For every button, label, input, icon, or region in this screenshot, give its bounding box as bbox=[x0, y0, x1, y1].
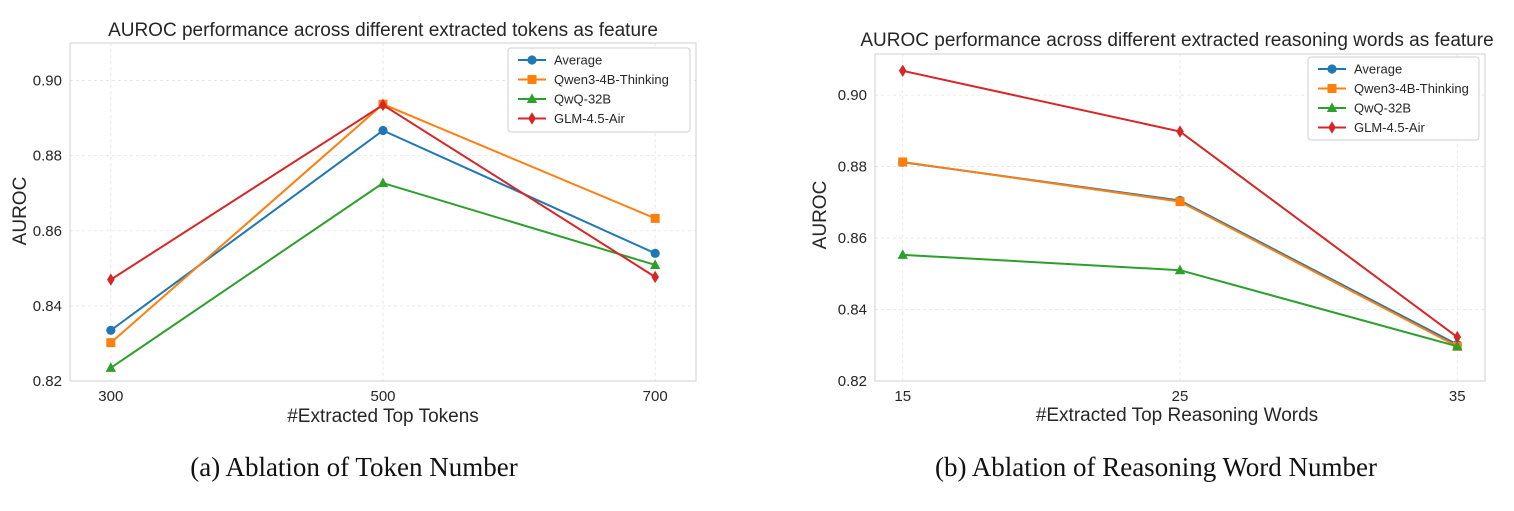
chart-a-x-ticks: 300 500 700 bbox=[98, 388, 667, 405]
chart-a-y-ticks: 0.82 0.84 0.86 0.88 0.90 bbox=[33, 73, 62, 390]
chart-a-point-glm-4-5-air bbox=[107, 273, 115, 286]
chart-a-legend-box bbox=[507, 47, 691, 133]
chart-a-x-axis-label: #Extracted Top Tokens bbox=[287, 406, 479, 427]
chart-a-plot-frame bbox=[69, 42, 697, 382]
chart-b-x-axis-label: #Extracted Top Reasoning Words bbox=[1036, 405, 1318, 426]
chart-b-x-tick-label: 35 bbox=[1449, 388, 1466, 405]
chart-b-point-qwq-32b bbox=[1452, 340, 1463, 351]
chart-b-legend-label: GLM-4.5-Air bbox=[1354, 120, 1425, 135]
chart-a-y-tick-label: 0.82 bbox=[33, 373, 62, 390]
chart-b-legend: Average Qwen3-4B-Thinking QwQ-32B GLM-4.5-A… bbox=[1307, 56, 1480, 141]
chart-a-point-qwq-32b bbox=[105, 362, 117, 372]
chart-b-legend-swatch-marker bbox=[1326, 102, 1338, 112]
chart-a-point-qwq-32b bbox=[377, 177, 389, 188]
chart-panel-a: AUROC performance across different extra… bbox=[10, 20, 697, 482]
chart-a-point-average bbox=[106, 325, 116, 335]
chart-a-legend-swatch-marker bbox=[527, 75, 537, 84]
chart-a-y-tick-label: 0.84 bbox=[33, 298, 62, 315]
chart-b-y-tick-label: 0.82 bbox=[838, 373, 867, 390]
chart-a-point-average bbox=[650, 248, 660, 258]
chart-b-y-ticks: 0.82 0.84 0.86 0.88 0.90 bbox=[838, 87, 867, 390]
chart-b-legend-label: QwQ-32B bbox=[1354, 101, 1411, 116]
chart-b-series-qwq-32b bbox=[897, 249, 1463, 351]
chart-b-legend-swatch-marker bbox=[1327, 64, 1337, 74]
chart-a-legend-swatch-marker bbox=[527, 55, 537, 65]
chart-b-point-qwq-32b bbox=[897, 249, 908, 259]
chart-b-legend-item-qwq-32b: QwQ-32B bbox=[1318, 101, 1411, 116]
chart-a-x-tick-label: 700 bbox=[643, 388, 668, 405]
chart-b-y-axis-label: AUROC bbox=[810, 181, 831, 250]
chart-b-title: AUROC performance across different extra… bbox=[860, 30, 1493, 51]
chart-a-point-qwen3-4b-thinking bbox=[106, 338, 116, 348]
chart-b-series-glm-4-5-air bbox=[898, 64, 1462, 344]
chart-b-y-tick-label: 0.84 bbox=[838, 302, 867, 319]
chart-a-legend-item-qwen3-4b-thinking: Qwen3-4B-Thinking bbox=[518, 72, 669, 87]
chart-a-x-tick-label: 300 bbox=[98, 388, 123, 405]
chart-a-legend-label: GLM-4.5-Air bbox=[554, 111, 625, 126]
chart-b-y-tick-label: 0.86 bbox=[838, 230, 867, 247]
chart-a-y-tick-label: 0.88 bbox=[33, 148, 62, 165]
chart-b-legend-item-glm-4-5-air: GLM-4.5-Air bbox=[1318, 120, 1425, 135]
chart-b-legend-label: Qwen3-4B-Thinking bbox=[1354, 81, 1469, 96]
chart-a-legend: Average Qwen3-4B-Thinking QwQ-32B GLM-4.5-A… bbox=[507, 47, 691, 133]
chart-b-point-glm-4-5-air bbox=[898, 64, 907, 77]
chart-a-y-tick-label: 0.90 bbox=[33, 73, 62, 90]
chart-b-x-ticks: 15 25 35 bbox=[894, 388, 1465, 405]
chart-b-y-tick-label: 0.90 bbox=[838, 87, 867, 104]
chart-a-legend-label: Average bbox=[554, 53, 602, 68]
chart-b-plot-frame bbox=[874, 53, 1486, 382]
chart-a-legend-item-glm-4-5-air: GLM-4.5-Air bbox=[518, 111, 625, 126]
chart-a-series-layer bbox=[105, 98, 661, 372]
chart-panel-b: AUROC performance across different extra… bbox=[810, 30, 1494, 482]
chart-a-legend-swatch-marker bbox=[528, 112, 536, 125]
chart-b-x-tick-label: 15 bbox=[894, 388, 911, 405]
chart-a-legend-item-average: Average bbox=[518, 53, 602, 68]
chart-b-point-qwen3-4b-thinking bbox=[1175, 197, 1185, 207]
chart-b-legend-item-average: Average bbox=[1318, 62, 1402, 77]
chart-a-y-tick-label: 0.86 bbox=[33, 223, 62, 240]
chart-a-series-qwq-32b bbox=[105, 177, 661, 372]
chart-b-point-glm-4-5-air bbox=[1176, 125, 1184, 138]
chart-a-point-glm-4-5-air bbox=[651, 270, 659, 284]
chart-b-legend-label: Average bbox=[1354, 62, 1402, 77]
chart-a-legend-item-qwq-32b: QwQ-32B bbox=[518, 92, 611, 107]
chart-b-point-qwq-32b bbox=[1174, 264, 1186, 275]
chart-a-caption: (a) Ablation of Token Number bbox=[190, 452, 518, 482]
chart-a-point-average bbox=[378, 125, 388, 136]
chart-a-legend-label: QwQ-32B bbox=[554, 92, 611, 107]
chart-b-y-tick-label: 0.88 bbox=[838, 159, 867, 176]
chart-b-legend-swatch-marker bbox=[1328, 121, 1336, 134]
chart-b-x-tick-label: 25 bbox=[1172, 388, 1189, 405]
chart-a-line-qwq-32b bbox=[110, 182, 656, 369]
chart-b-legend-box bbox=[1307, 56, 1480, 141]
chart-b-point-glm-4-5-air bbox=[1453, 330, 1462, 344]
chart-a-title: AUROC performance across different extra… bbox=[108, 20, 658, 41]
chart-a-legend-swatch-marker bbox=[526, 93, 538, 103]
chart-a-legend-label: Qwen3-4B-Thinking bbox=[554, 72, 669, 87]
chart-b-caption: (b) Ablation of Reasoning Word Number bbox=[935, 452, 1377, 482]
chart-b-legend-swatch-marker bbox=[1327, 84, 1337, 93]
chart-a-y-axis-label: AUROC bbox=[10, 177, 31, 246]
chart-a-series-glm-4-5-air bbox=[107, 98, 659, 286]
chart-a-x-tick-label: 500 bbox=[370, 388, 395, 405]
chart-b-series-layer bbox=[897, 64, 1463, 351]
chart-a-point-qwen3-4b-thinking bbox=[650, 213, 660, 223]
chart-a-point-qwq-32b bbox=[649, 259, 661, 269]
chart-b-legend-item-qwen3-4b-thinking: Qwen3-4B-Thinking bbox=[1318, 81, 1469, 96]
chart-b-point-qwen3-4b-thinking bbox=[898, 157, 908, 167]
chart-a-point-glm-4-5-air bbox=[379, 98, 387, 112]
